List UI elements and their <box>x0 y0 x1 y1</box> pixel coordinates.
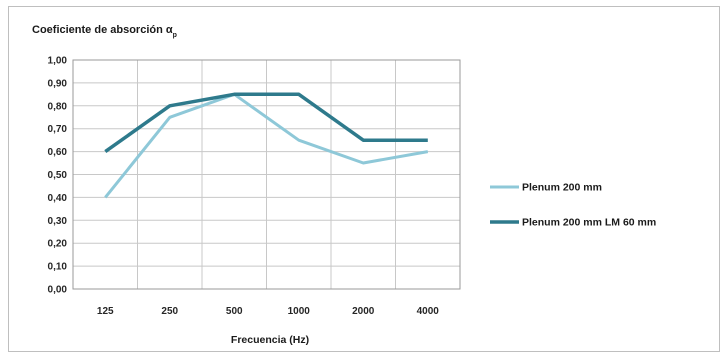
y-tick-label: 0,60 <box>48 147 68 158</box>
legend-label: Plenum 200 mm <box>522 182 602 194</box>
series-lines <box>104 92 429 199</box>
series-line-2 <box>104 92 428 154</box>
chart-frame <box>8 6 720 352</box>
y-tick-label: 0,30 <box>48 216 68 227</box>
y-tick-label: 0,90 <box>48 78 68 89</box>
y-tick-label: 0,10 <box>48 262 68 273</box>
x-tick-label: 4000 <box>417 306 440 317</box>
series-line-1 <box>104 92 429 199</box>
x-axis-ticks: 125 250 500 1000 2000 4000 <box>97 306 439 317</box>
legend-label: Plenum 200 mm LM 60 mm <box>522 217 656 229</box>
plot-area-border <box>72 59 461 290</box>
y-tick-label: 1,00 <box>48 56 68 67</box>
x-tick-label: 250 <box>161 306 178 317</box>
y-tick-label: 0,50 <box>48 170 68 181</box>
y-axis-ticks: 0,00 0,10 0,20 0,30 0,40 0,50 0,60 0,70 0,80 0,90… <box>48 56 68 296</box>
x-tick-label: 500 <box>226 306 243 317</box>
legend: Plenum 200 mm Plenum 200 mm LM 60 mm <box>490 182 656 229</box>
y-tick-label: 0,20 <box>48 239 68 250</box>
x-tick-label: 2000 <box>352 306 375 317</box>
grid-lines <box>72 59 461 290</box>
chart-title: Coeficiente de absorción αp <box>32 24 177 39</box>
y-tick-label: 0,80 <box>48 101 68 112</box>
x-axis-label: Frecuencia (Hz) <box>231 334 309 346</box>
y-tick-label: 0,00 <box>48 285 68 296</box>
x-tick-label: 125 <box>97 306 114 317</box>
y-tick-label: 0,40 <box>48 193 68 204</box>
x-tick-label: 1000 <box>288 306 311 317</box>
y-tick-label: 0,70 <box>48 124 68 135</box>
